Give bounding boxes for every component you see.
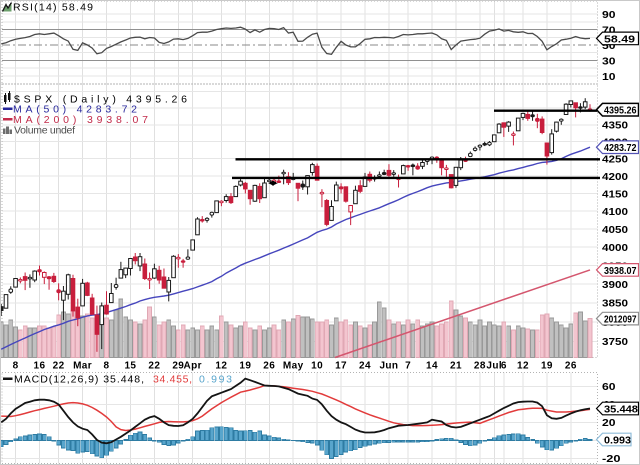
svg-text:10: 10 (311, 361, 323, 372)
svg-text:12: 12 (215, 361, 227, 372)
svg-text:Mar: Mar (73, 361, 92, 372)
svg-text:2012097: 2012097 (604, 315, 637, 326)
svg-text:8: 8 (104, 361, 110, 372)
svg-text:24: 24 (359, 361, 371, 372)
svg-text:22: 22 (148, 361, 160, 372)
svg-text:7: 7 (405, 361, 411, 372)
svg-text:19: 19 (541, 361, 553, 372)
svg-text:4150: 4150 (602, 189, 629, 200)
svg-text:0.993: 0.993 (604, 436, 631, 447)
svg-text:60: 60 (602, 382, 616, 393)
svg-text:Apr: Apr (183, 361, 201, 372)
svg-text:8: 8 (13, 361, 19, 372)
svg-text:90: 90 (602, 10, 616, 21)
svg-text:14: 14 (426, 361, 438, 372)
svg-text:RSI(14) 58.49: RSI(14) 58.49 (13, 2, 93, 14)
svg-text:4350: 4350 (602, 121, 629, 132)
svg-text:17: 17 (335, 361, 347, 372)
svg-text:15: 15 (124, 361, 136, 372)
svg-text:30: 30 (602, 56, 616, 67)
svg-text:Volume undef: Volume undef (14, 124, 75, 136)
svg-text:4000: 4000 (602, 243, 629, 254)
svg-text:-20: -20 (602, 454, 621, 465)
svg-text:3750: 3750 (602, 337, 629, 348)
svg-text:6: 6 (501, 361, 507, 372)
svg-text:4050: 4050 (602, 225, 629, 236)
svg-text:4100: 4100 (602, 207, 629, 218)
svg-text:26: 26 (263, 361, 275, 372)
svg-text:0.993: 0.993 (199, 374, 232, 386)
svg-text:20: 20 (602, 418, 616, 429)
svg-text:May: May (283, 361, 304, 372)
svg-text:Jun: Jun (379, 361, 398, 372)
svg-text:3850: 3850 (602, 299, 629, 310)
svg-text:26: 26 (565, 361, 577, 372)
svg-text:MACD(12,26,9) 35.448,: MACD(12,26,9) 35.448, (14, 374, 144, 386)
svg-text:4283.72: 4283.72 (604, 143, 637, 154)
svg-text:70: 70 (602, 25, 616, 36)
svg-text:16: 16 (34, 361, 46, 372)
svg-text:50: 50 (602, 41, 616, 52)
svg-text:29: 29 (172, 361, 184, 372)
svg-text:58.49: 58.49 (604, 34, 636, 45)
svg-text:34.455,: 34.455, (153, 374, 192, 386)
svg-text:4200: 4200 (602, 172, 629, 183)
svg-text:10: 10 (602, 72, 616, 83)
svg-text:Jul: Jul (486, 361, 502, 372)
svg-text:3938.07: 3938.07 (604, 266, 637, 277)
svg-text:21: 21 (450, 361, 462, 372)
svg-text:12: 12 (517, 361, 529, 372)
svg-text:22: 22 (53, 361, 65, 372)
svg-text:4250: 4250 (602, 155, 629, 166)
svg-text:35.448: 35.448 (604, 404, 638, 415)
svg-text:4395.26: 4395.26 (604, 106, 637, 117)
svg-text:28: 28 (474, 361, 486, 372)
svg-text:3900: 3900 (602, 280, 629, 291)
svg-text:19: 19 (239, 361, 251, 372)
